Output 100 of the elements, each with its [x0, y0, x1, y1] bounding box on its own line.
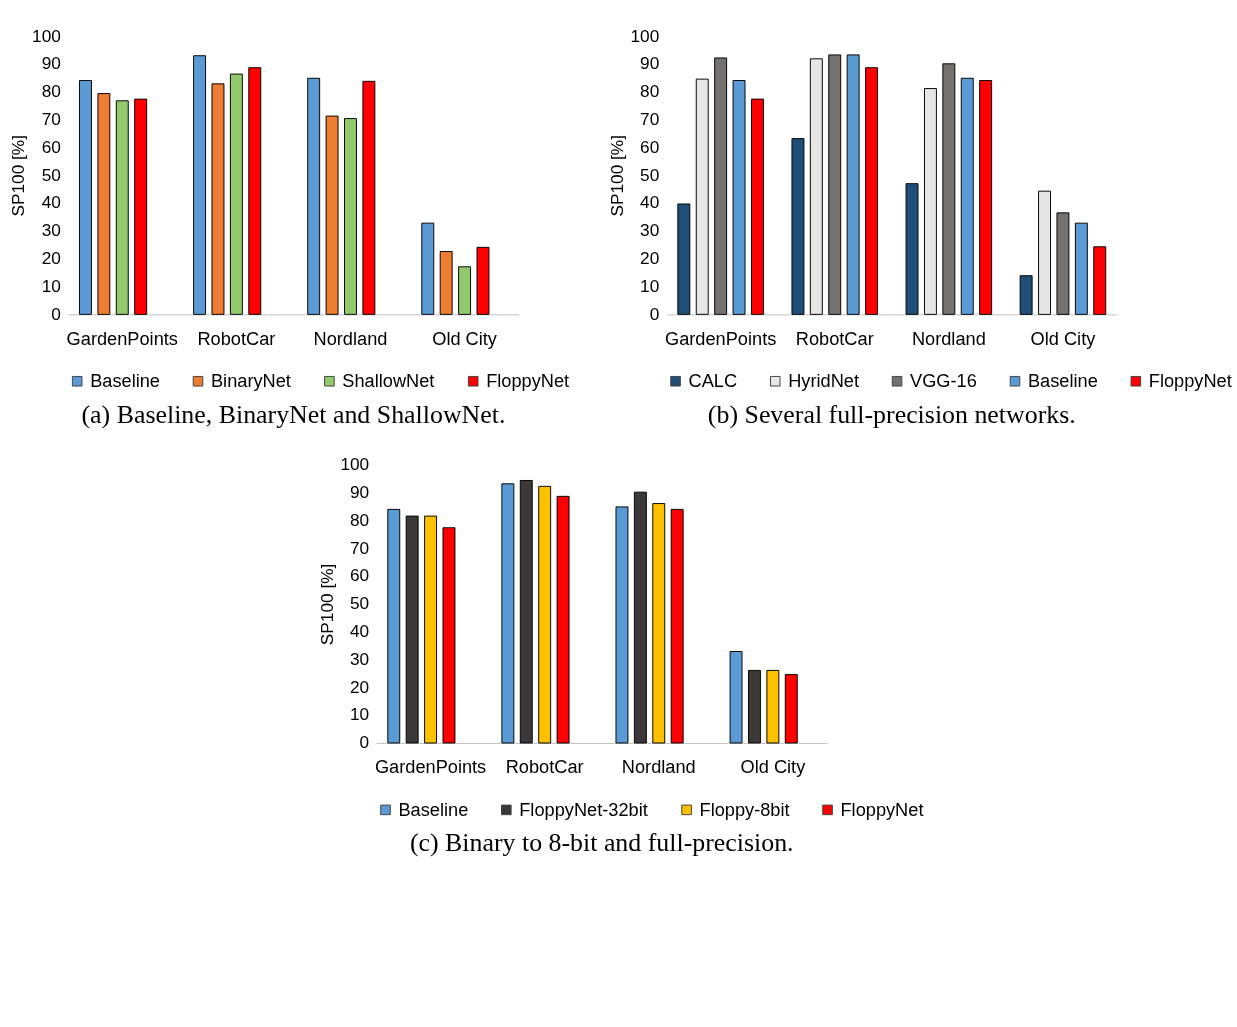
y-tick-label: 50: [41, 164, 61, 185]
legend-label: FloppyNet: [840, 799, 924, 820]
bar: [501, 483, 515, 744]
y-tick-label: 80: [349, 509, 370, 530]
bar: [615, 506, 629, 744]
legend-label: Baseline: [1027, 371, 1098, 391]
x-tick-label: RobotCar: [795, 328, 874, 349]
bar: [1019, 275, 1033, 315]
bar: [791, 138, 805, 315]
y-axis-title: SP100 [%]: [8, 135, 29, 217]
bar: [1093, 246, 1107, 315]
legend-label: ShallowNet: [342, 371, 435, 391]
y-tick-label: 70: [349, 537, 370, 558]
bar: [476, 246, 490, 315]
bar: [325, 115, 339, 315]
bar: [960, 77, 974, 315]
bar: [519, 480, 533, 744]
legend-label: FloppyNet-32bit: [519, 799, 648, 820]
x-tick-label: Nordland: [313, 328, 388, 349]
y-tick-label: 100: [32, 25, 61, 46]
y-tick-label: 90: [640, 53, 660, 74]
x-tick-label: GardenPoints: [66, 328, 178, 349]
legend-label: CALC: [688, 371, 738, 391]
y-tick-label: 100: [630, 25, 660, 46]
bar: [670, 508, 684, 744]
bar: [809, 58, 823, 315]
bar: [229, 73, 243, 315]
y-tick-label: 10: [41, 275, 61, 296]
bar: [79, 80, 92, 315]
x-tick-label: Nordland: [911, 328, 986, 349]
x-tick-label: RobotCar: [505, 757, 584, 778]
text: (c) Binary to 8-bit and full-precision.: [409, 828, 794, 858]
y-tick-label: 80: [640, 81, 660, 102]
bar: [677, 203, 691, 315]
y-tick-label: 20: [640, 248, 660, 269]
bar: [633, 491, 647, 744]
y-tick-label: 0: [649, 303, 660, 324]
bar: [387, 508, 401, 744]
bar: [424, 515, 438, 744]
bar: [97, 93, 111, 315]
bar: [846, 54, 860, 315]
x-tick-label: Old City: [740, 757, 807, 778]
bar: [1074, 222, 1088, 315]
bar: [828, 54, 842, 315]
y-tick-label: 40: [41, 192, 61, 213]
x-tick-label: GardenPoints: [664, 328, 777, 349]
y-tick-label: 60: [349, 565, 370, 586]
bar: [405, 515, 419, 744]
y-tick-label: 70: [640, 108, 660, 129]
y-tick-label: 20: [349, 676, 370, 697]
y-tick-label: 30: [41, 220, 61, 241]
bar: [750, 98, 764, 315]
y-tick-label: 30: [640, 220, 660, 241]
y-tick-label: 50: [349, 593, 370, 614]
legend-label: BinaryNet: [210, 371, 291, 391]
bar: [695, 78, 709, 315]
y-tick-label: 0: [51, 303, 61, 324]
bar: [248, 67, 262, 315]
bar: [865, 67, 879, 315]
bar: [923, 88, 937, 315]
bar: [905, 183, 919, 315]
y-tick-label: 10: [349, 704, 370, 725]
y-tick-label: 40: [640, 192, 660, 213]
y-tick-label: 10: [640, 275, 660, 296]
bar: [979, 80, 993, 315]
bar: [1038, 190, 1051, 315]
y-tick-label: 90: [349, 481, 370, 502]
text: (a) Baseline, BinaryNet and ShallowNet.: [81, 399, 506, 429]
legend-label: Baseline: [90, 371, 160, 391]
bar: [556, 495, 570, 744]
bar: [421, 222, 435, 315]
legend-label: Floppy-8bit: [699, 799, 790, 820]
bar: [134, 98, 148, 315]
bar: [766, 669, 780, 744]
bar: [1056, 212, 1070, 315]
y-tick-label: 50: [640, 164, 660, 185]
y-axis-title: SP100 [%]: [316, 563, 337, 646]
y-tick-label: 80: [41, 81, 61, 102]
y-tick-label: 90: [41, 53, 61, 74]
bar: [344, 118, 357, 315]
y-tick-label: 60: [41, 136, 61, 157]
bar: [748, 669, 761, 744]
bar: [942, 63, 956, 315]
bar: [729, 651, 743, 744]
bar: [652, 503, 666, 744]
bar: [458, 266, 472, 315]
text: (b) Several full-precision networks.: [707, 399, 1076, 429]
y-tick-label: 20: [41, 248, 61, 269]
bar: [784, 674, 798, 744]
bar: [442, 527, 456, 744]
bar: [714, 57, 728, 315]
bar: [362, 80, 376, 315]
bar: [307, 77, 321, 315]
y-tick-label: 60: [640, 136, 660, 157]
bar: [439, 251, 453, 315]
y-tick-label: 100: [340, 454, 370, 475]
x-tick-label: GardenPoints: [374, 757, 487, 778]
y-tick-label: 70: [41, 108, 61, 129]
bar: [193, 55, 207, 315]
legend-label: FloppyNet: [486, 371, 570, 391]
